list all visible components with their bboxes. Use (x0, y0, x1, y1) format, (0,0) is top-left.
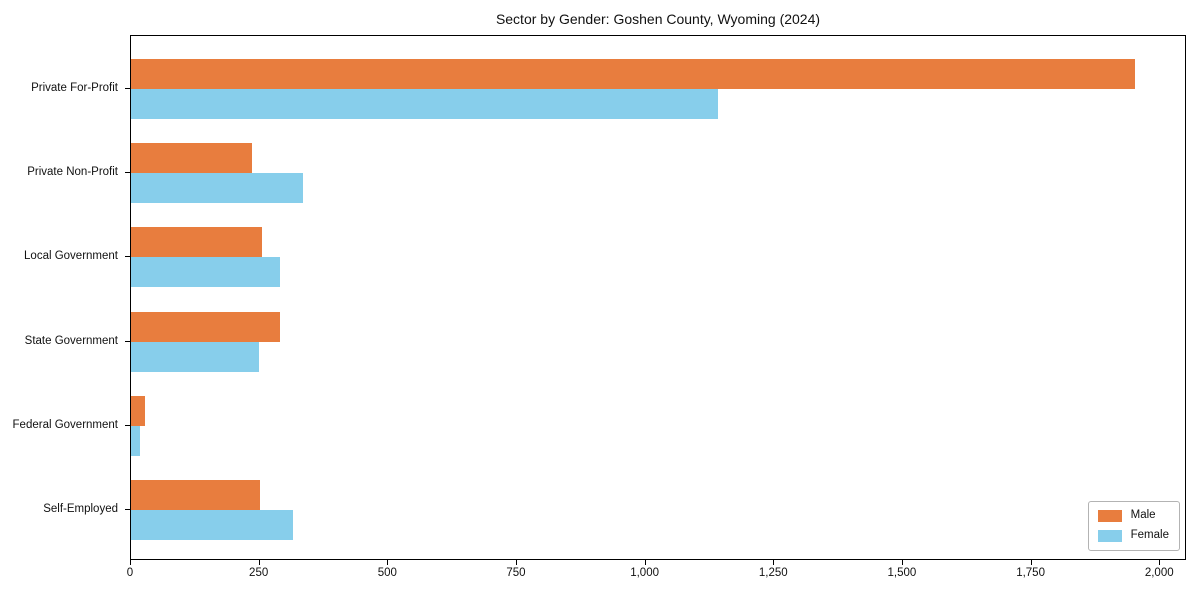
y-tick-label-local-government: Local Government (24, 250, 118, 263)
plot-area: Male Female (130, 35, 1186, 560)
legend-label-male: Male (1130, 509, 1156, 521)
bar-male-private-non-profit (131, 143, 252, 174)
bar-female-self-employed (131, 510, 294, 540)
bar-female-state-government (131, 341, 259, 372)
x-tick-mark (644, 560, 646, 565)
bar-female-private-non-profit (131, 173, 304, 204)
bar-female-local-government (131, 257, 281, 288)
y-tick-mark (125, 340, 130, 342)
bar-male-federal-government (131, 395, 146, 426)
x-tick-label-250: 250 (249, 567, 269, 579)
male-series-swatch (1097, 509, 1122, 522)
y-tick-mark (125, 256, 130, 258)
bar-female-private-for-profit (131, 89, 718, 119)
x-tick-label-2-000: 2,000 (1144, 567, 1174, 579)
x-tick-mark (901, 560, 903, 565)
legend-item-male: Male (1097, 509, 1169, 522)
x-tick-label-1-500: 1,500 (887, 567, 917, 579)
y-tick-mark (125, 88, 130, 89)
bar-male-private-for-profit (131, 59, 1135, 89)
x-tick-label-1-750: 1,750 (1016, 567, 1045, 579)
legend: Male Female (1087, 501, 1180, 551)
y-tick-label-private-non-profit: Private Non-Profit (27, 166, 118, 179)
x-tick-label-1-250: 1,250 (758, 567, 788, 579)
legend-label-female: Female (1130, 529, 1169, 541)
x-tick-mark (773, 560, 775, 565)
bar-male-self-employed (131, 480, 260, 510)
x-tick-mark (515, 560, 517, 565)
bar-male-state-government (131, 311, 281, 342)
y-tick-label-private-for-profit: Private For-Profit (31, 82, 118, 94)
x-tick-mark (258, 560, 260, 565)
x-tick-label-1-000: 1,000 (630, 567, 659, 579)
y-tick-label-state-government: State Government (24, 334, 118, 347)
female-series-swatch (1097, 529, 1122, 542)
bar-female-federal-government (131, 425, 140, 456)
x-tick-mark (1030, 560, 1032, 565)
y-tick-mark (125, 424, 130, 426)
x-tick-mark (130, 560, 131, 565)
y-tick-label-federal-government: Federal Government (12, 418, 118, 431)
y-tick-mark (125, 509, 130, 510)
bar-male-local-government (131, 227, 263, 258)
legend-item-female: Female (1097, 529, 1169, 542)
x-tick-label-750: 750 (506, 567, 526, 579)
x-tick-label-0: 0 (126, 567, 134, 579)
y-tick-label-self-employed: Self-Employed (43, 503, 118, 515)
x-tick-mark (387, 560, 389, 565)
chart-title: Sector by Gender: Goshen County, Wyoming… (495, 11, 821, 27)
y-tick-mark (125, 172, 130, 174)
x-tick-mark (1159, 560, 1161, 565)
x-tick-label-500: 500 (377, 567, 397, 579)
